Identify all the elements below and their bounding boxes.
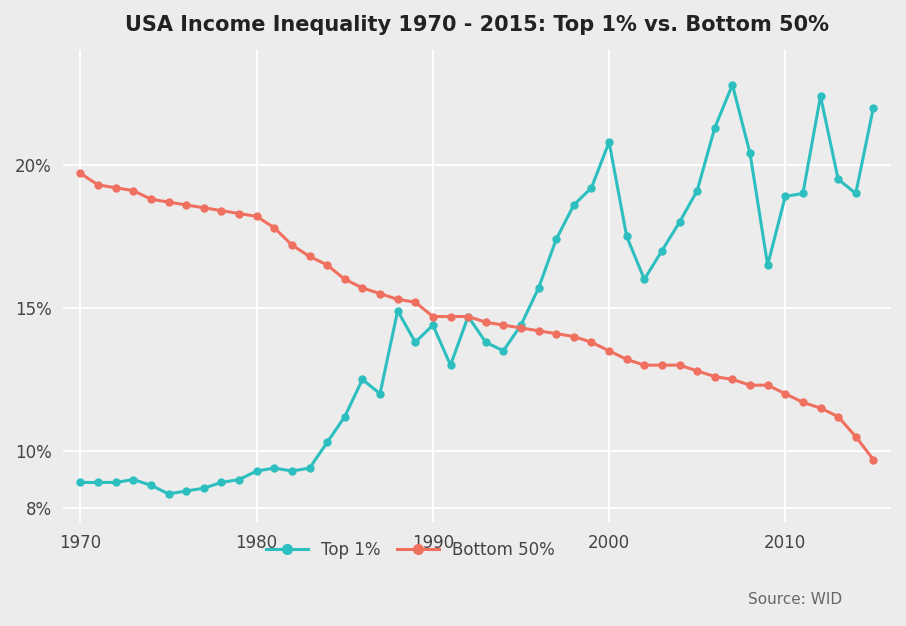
Legend: Top 1%, Bottom 50%: Top 1%, Bottom 50% — [259, 535, 562, 566]
Text: Source: WID: Source: WID — [748, 592, 843, 607]
Title: USA Income Inequality 1970 - 2015: Top 1% vs. Bottom 50%: USA Income Inequality 1970 - 2015: Top 1… — [125, 15, 829, 35]
